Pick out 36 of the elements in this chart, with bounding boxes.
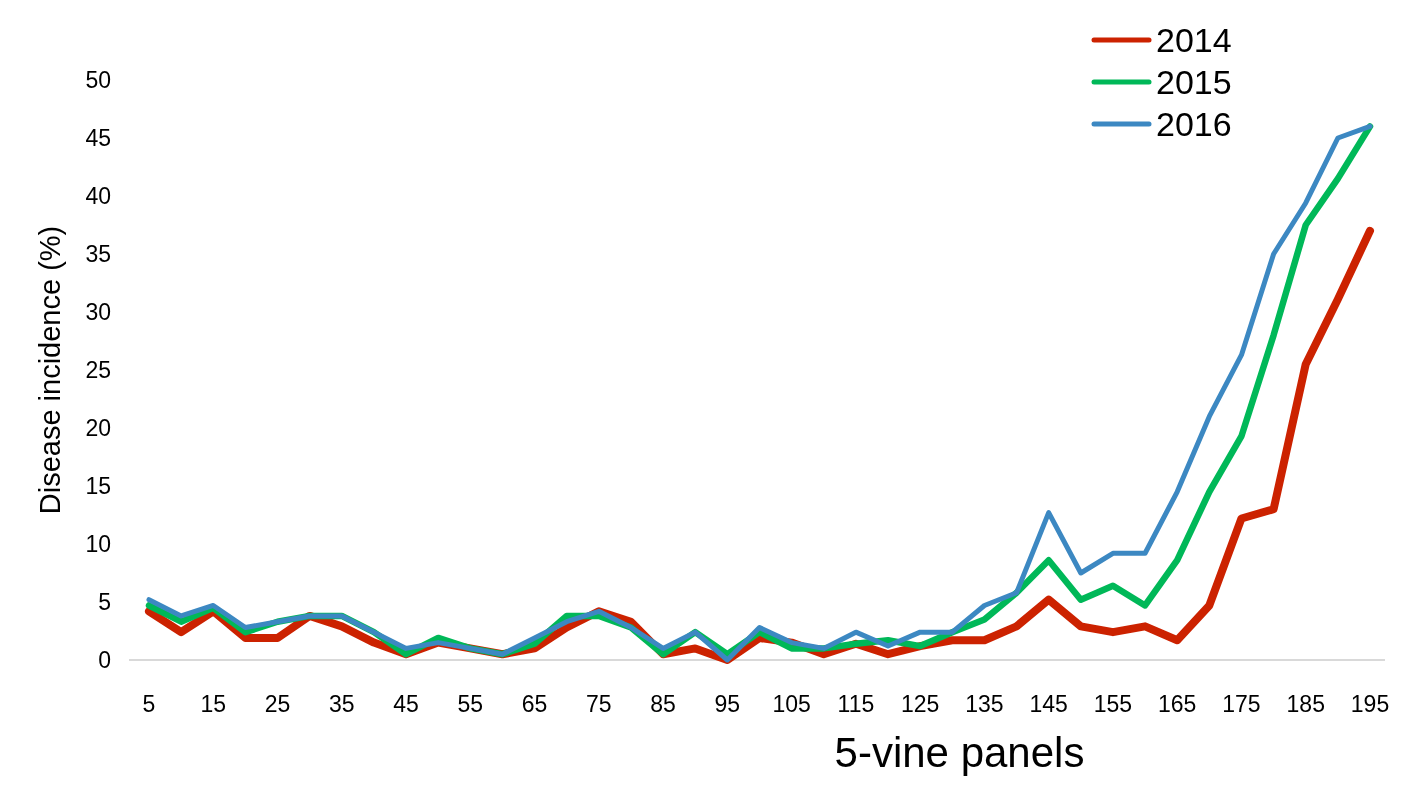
x-tick-label: 5 (142, 691, 156, 717)
x-tick-label: 85 (650, 691, 676, 717)
y-tick-label: 15 (85, 473, 111, 500)
x-tick-label: 45 (393, 691, 419, 717)
x-tick-label: 145 (1029, 691, 1068, 717)
x-tick-label: 35 (328, 691, 355, 717)
y-tick-label: 30 (85, 299, 111, 326)
x-tick-label: 55 (457, 691, 484, 717)
x-tick-label: 15 (200, 691, 227, 717)
y-tick-label: 0 (98, 647, 111, 674)
legend-label: 2014 (1156, 20, 1232, 59)
y-tick-label: 20 (85, 415, 111, 442)
y-tick-label: 45 (85, 125, 111, 152)
x-axis-title: 5-vine panels (834, 729, 1085, 776)
x-tick-label: 95 (714, 691, 741, 717)
x-tick-label: 185 (1286, 691, 1325, 717)
y-tick-label: 5 (98, 589, 111, 616)
y-tick-label: 25 (85, 357, 111, 384)
x-tick-label: 155 (1093, 691, 1133, 717)
legend-label: 2016 (1156, 104, 1232, 143)
x-tick-label: 195 (1350, 691, 1390, 717)
x-tick-label: 75 (586, 691, 612, 717)
y-tick-label: 10 (85, 531, 111, 558)
x-tick-label: 25 (264, 691, 291, 717)
legend-label: 2015 (1156, 62, 1232, 101)
x-tick-label: 115 (837, 691, 875, 717)
y-axis-title: Disease incidence (%) (34, 225, 66, 515)
y-tick-label: 35 (85, 241, 111, 268)
x-tick-label: 135 (965, 691, 1004, 717)
x-tick-label: 125 (900, 691, 940, 717)
x-tick-label: 165 (1158, 691, 1197, 717)
y-tick-label: 50 (85, 67, 111, 94)
x-tick-label: 175 (1222, 691, 1261, 717)
y-tick-label: 40 (85, 183, 111, 210)
x-tick-label: 105 (772, 691, 811, 717)
x-tick-label: 65 (521, 691, 548, 717)
